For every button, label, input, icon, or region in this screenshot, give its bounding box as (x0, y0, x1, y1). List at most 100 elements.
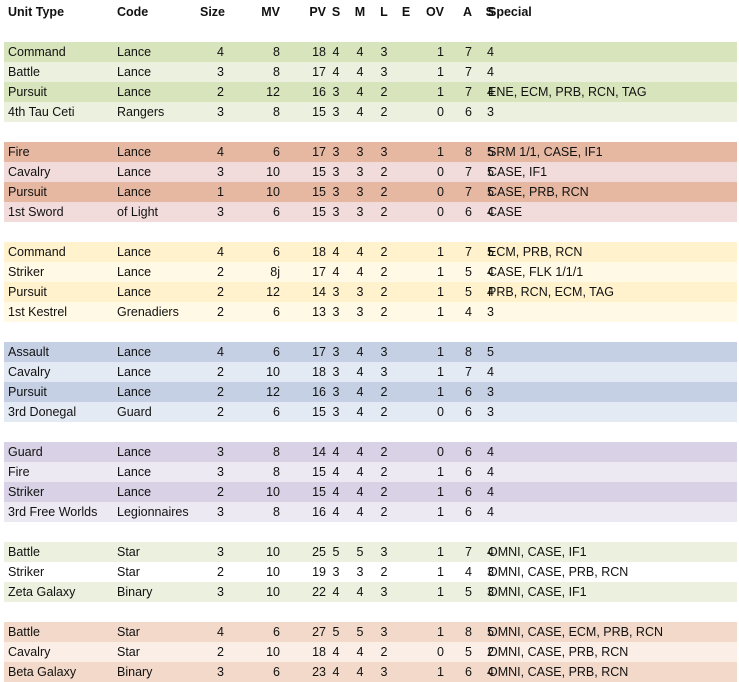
cell-unit-type: 1st Sword (8, 205, 64, 219)
cell-m: 3 (356, 145, 364, 159)
cell-code: of Light (117, 205, 159, 219)
cell-mv: 6 (273, 205, 280, 219)
cell-s2: 4 (487, 445, 494, 459)
cell-code: Lance (117, 445, 152, 459)
cell-l: 2 (380, 245, 388, 259)
cell-s: 3 (332, 145, 340, 159)
cell-s2: 4 (487, 205, 494, 219)
cell-a: 5 (465, 285, 472, 299)
cell-special (488, 502, 734, 522)
cell-s: 3 (332, 285, 340, 299)
header-row: Unit Type Code Size MV PV S M L E OV A S… (4, 2, 737, 22)
cell-pv: 14 (312, 285, 326, 299)
cell-ov: 1 (437, 465, 444, 479)
cell-s2: 4 (487, 545, 494, 559)
unit-roster-sheet: Unit Type Code Size MV PV S M L E OV A S… (4, 2, 737, 682)
cell-s2: 4 (487, 45, 494, 59)
cell-s2: 4 (487, 465, 494, 479)
cell-e (394, 382, 418, 402)
cell-code: Lance (117, 65, 152, 79)
table-row: Cavalry Star 2 10 18 4 4 2 0 5 2 OMNI, CASE, PRB, R… (4, 642, 737, 662)
cell-pv: 15 (312, 105, 326, 119)
cell-e (394, 182, 418, 202)
cell-m: 4 (356, 365, 364, 379)
cell-m: 4 (356, 505, 364, 519)
cell-unit-type: 3rd Donegal (8, 405, 77, 419)
cell-s: 3 (332, 105, 340, 119)
cell-code: Binary (117, 585, 153, 599)
cell-mv: 10 (266, 165, 280, 179)
cell-e (394, 482, 418, 502)
table-row: Pursuit Lance 2 12 16 3 4 2 1 6 3 (4, 382, 737, 402)
cell-a: 6 (465, 445, 472, 459)
cell-a: 6 (465, 505, 472, 519)
cell-mv: 10 (266, 585, 280, 599)
cell-code: Lance (117, 285, 152, 299)
cell-ov: 1 (437, 45, 444, 59)
roster-body: Command Lance 4 8 18 4 4 3 1 7 4 Battle Lance 3 8 17 4 4 3… (4, 22, 737, 682)
table-row: 1st Kestrel Grenadiers 2 6 13 3 3 2 1 4 3 (4, 302, 737, 322)
cell-m: 4 (356, 385, 364, 399)
cell-m: 3 (356, 205, 364, 219)
cell-e (394, 642, 418, 662)
cell-size: 3 (217, 545, 224, 559)
cell-pv: 25 (312, 545, 326, 559)
cell-size: 4 (217, 245, 224, 259)
cell-code: Binary (117, 665, 153, 679)
group-spacer (4, 222, 737, 242)
cell-m: 4 (356, 445, 364, 459)
cell-unit-type: Pursuit (8, 285, 47, 299)
cell-s2: 5 (487, 165, 494, 179)
cell-unit-type: Pursuit (8, 385, 47, 399)
cell-ov: 1 (437, 385, 444, 399)
cell-mv: 6 (273, 345, 280, 359)
cell-e (394, 102, 418, 122)
cell-code: Grenadiers (117, 305, 179, 319)
cell-e (394, 142, 418, 162)
cell-s: 4 (332, 465, 340, 479)
header-e: E (401, 5, 411, 19)
cell-s: 3 (332, 305, 340, 319)
cell-unit-type: Guard (8, 445, 43, 459)
cell-size: 4 (217, 145, 224, 159)
cell-unit-type: Striker (8, 485, 45, 499)
cell-mv: 8j (270, 265, 280, 279)
cell-s2: 3 (487, 385, 494, 399)
cell-e (394, 162, 418, 182)
cell-ov: 0 (437, 185, 444, 199)
cell-a: 6 (465, 385, 472, 399)
cell-unit-type: Battle (8, 625, 40, 639)
cell-a: 7 (465, 545, 472, 559)
cell-code: Lance (117, 365, 152, 379)
cell-mv: 8 (273, 465, 280, 479)
header-m: M (354, 5, 366, 19)
cell-l: 3 (380, 585, 388, 599)
cell-s: 4 (332, 245, 340, 259)
cell-ov: 1 (437, 545, 444, 559)
cell-ov: 1 (437, 345, 444, 359)
cell-unit-type: Pursuit (8, 85, 47, 99)
cell-ov: 0 (437, 445, 444, 459)
cell-ov: 1 (437, 265, 444, 279)
cell-s2: 4 (487, 65, 494, 79)
cell-s2: 3 (487, 105, 494, 119)
table-row: Striker Lance 2 8j 17 4 4 2 1 5 4 CASE, FLK 1/1/1 (4, 262, 737, 282)
cell-s2: 4 (487, 485, 494, 499)
table-row: 3rd Donegal Guard 2 6 15 3 4 2 0 6 3 (4, 402, 737, 422)
cell-l: 3 (380, 365, 388, 379)
cell-unit-type: Command (8, 45, 66, 59)
cell-a: 5 (465, 585, 472, 599)
cell-mv: 6 (273, 625, 280, 639)
cell-a: 7 (465, 165, 472, 179)
table-row: Striker Lance 2 10 15 4 4 2 1 6 4 (4, 482, 737, 502)
cell-l: 2 (380, 565, 388, 579)
cell-s: 5 (332, 625, 340, 639)
cell-size: 3 (217, 585, 224, 599)
cell-mv: 6 (273, 145, 280, 159)
cell-size: 1 (217, 185, 224, 199)
cell-ov: 1 (437, 285, 444, 299)
cell-e (394, 462, 418, 482)
cell-s: 3 (332, 385, 340, 399)
cell-special (488, 442, 734, 462)
cell-l: 3 (380, 45, 388, 59)
